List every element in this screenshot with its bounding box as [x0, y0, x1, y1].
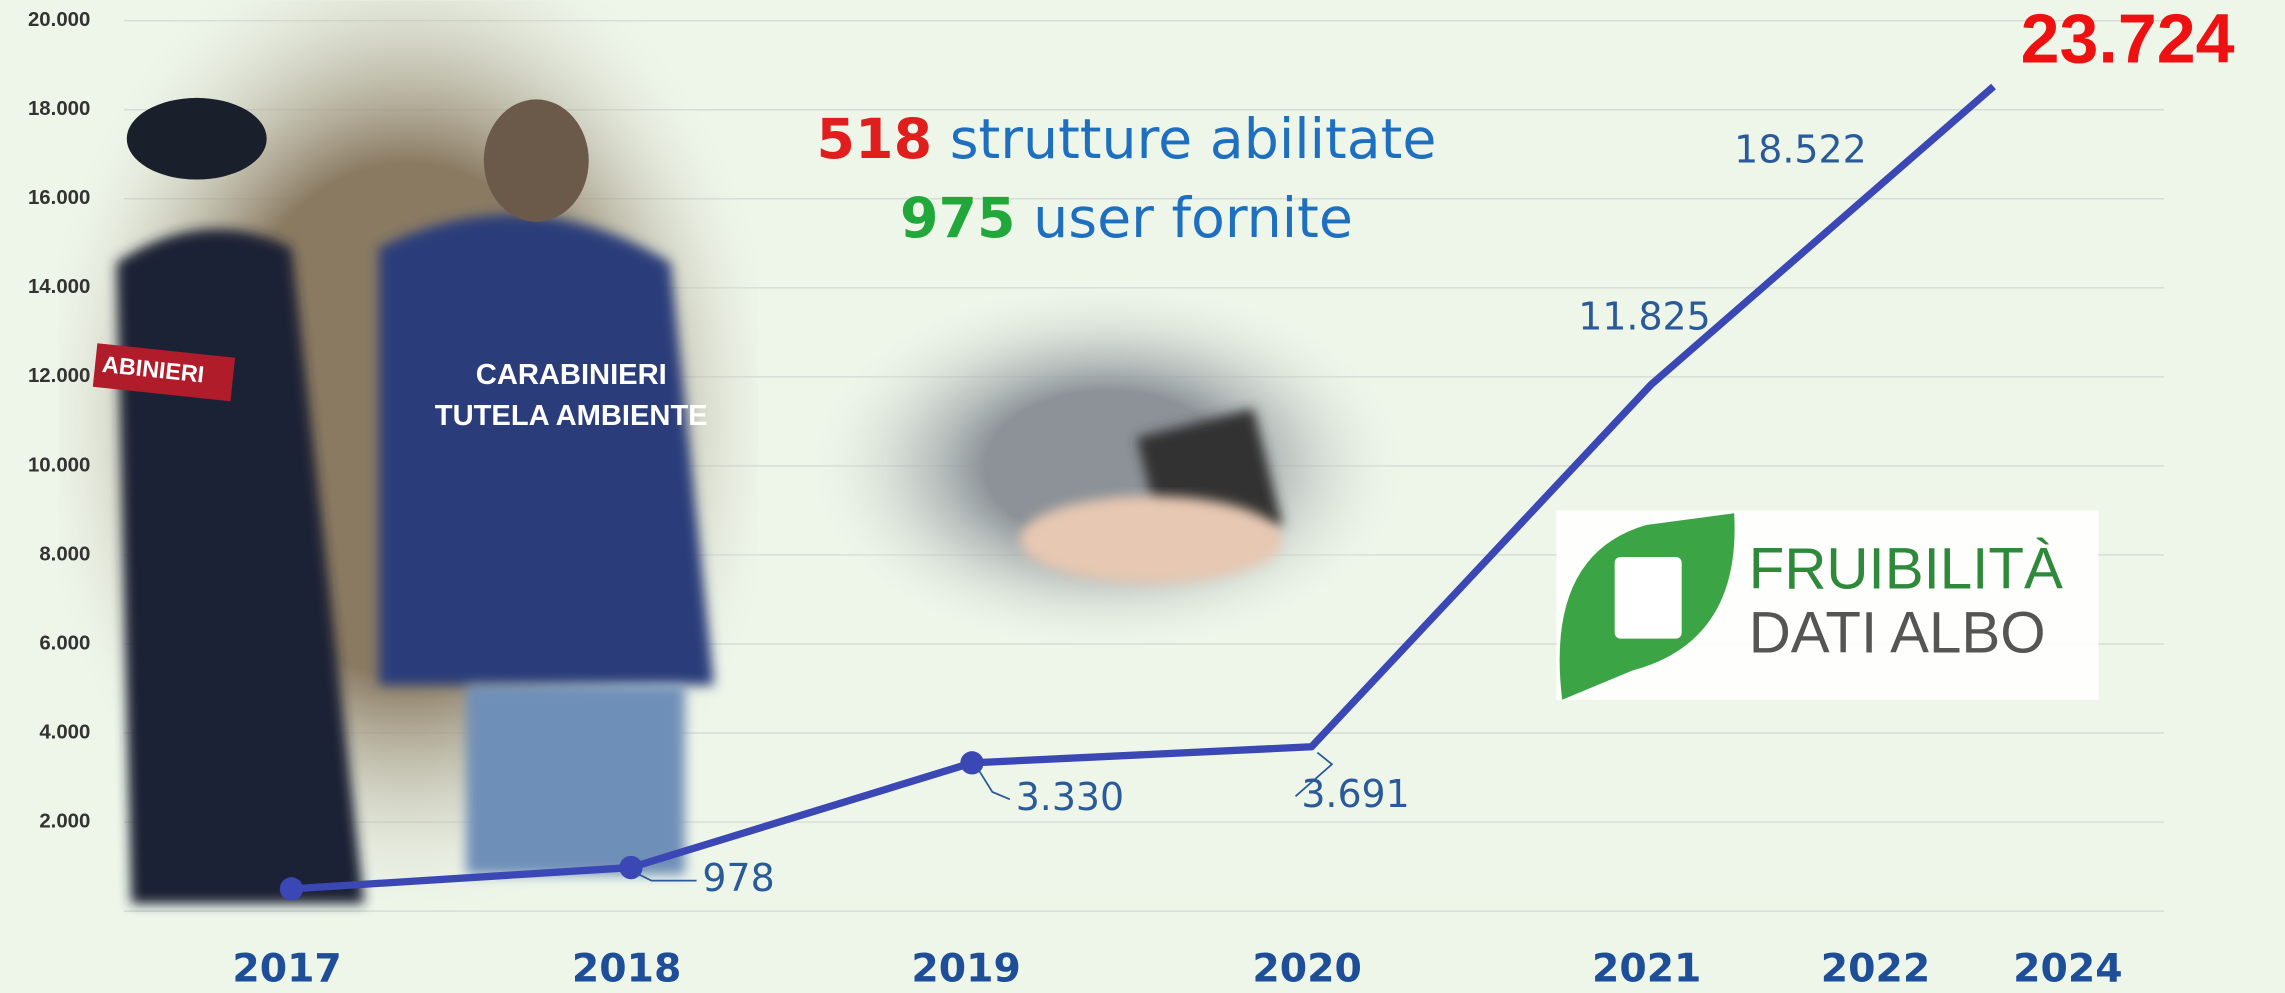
x-tick-label: 2020	[1252, 945, 1361, 991]
x-tick-label: 2018	[572, 945, 681, 991]
vest-text: CARABINIERI	[476, 359, 667, 391]
annotation: 23.724	[2021, 0, 2235, 77]
leader-line	[636, 872, 697, 882]
data-point	[279, 877, 304, 901]
vest-text: TUTELA AMBIENTE	[435, 400, 708, 432]
y-tick-label: 2.000	[39, 810, 90, 832]
leader-line	[1294, 751, 1334, 797]
headline-text: strutture abilitate	[932, 108, 1436, 172]
logo: FRUIBILITÀ DATI ALBO	[1556, 510, 2099, 700]
y-tick-label: 8.000	[39, 543, 90, 565]
data-point	[619, 855, 643, 880]
y-tick-label: 20.000	[28, 9, 90, 31]
data-line	[291, 83, 1996, 893]
photo-car	[801, 277, 1414, 657]
count: 518	[817, 108, 933, 172]
headline: 975 user fornite	[900, 187, 1353, 251]
headline-text: user fornite	[1016, 187, 1353, 251]
leader-line	[977, 768, 1011, 801]
value-label: 11.825	[1578, 295, 1711, 339]
y-tick-label: 14.000	[28, 276, 90, 298]
value-label: 3.691	[1301, 772, 1409, 816]
logo-text: DATI ALBO	[1749, 601, 2046, 666]
y-tick-label: 6.000	[39, 632, 90, 654]
y-tick-label: 12.000	[28, 365, 90, 387]
y-tick-label: 4.000	[39, 721, 90, 743]
photo-officers: CARABINIERI TUTELA AMBIENTE ABINIERI	[58, 0, 758, 933]
logo-text: FRUIBILITÀ	[1749, 536, 2063, 601]
y-tick-label: 10.000	[28, 454, 90, 476]
x-tick-label: 2024	[2013, 945, 2122, 991]
x-tick-label: 2021	[1592, 945, 1701, 991]
x-tick-label: 2019	[911, 945, 1020, 991]
y-tick-label: 18.000	[28, 98, 90, 120]
count: 975	[900, 187, 1016, 251]
y-tick-label: 16.000	[28, 187, 90, 209]
x-tick-label: 2022	[1821, 945, 1930, 991]
x-tick-label: 2017	[232, 945, 341, 991]
value-label: 3.330	[1016, 775, 1124, 819]
headline: 518 strutture abilitate	[817, 108, 1437, 172]
value-label: 18.522	[1734, 128, 1867, 172]
value-label: 978	[702, 856, 774, 900]
